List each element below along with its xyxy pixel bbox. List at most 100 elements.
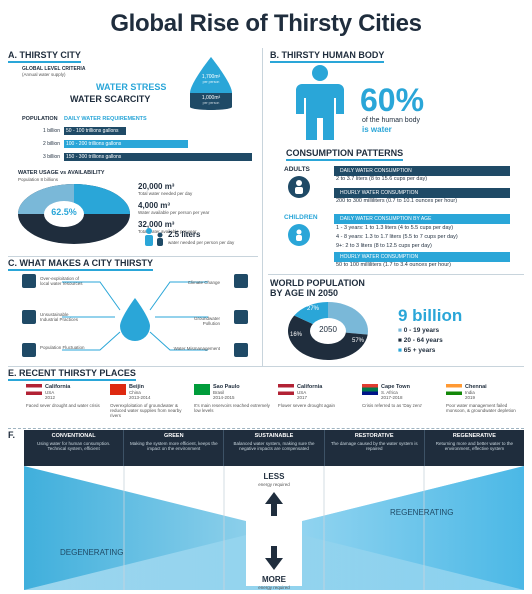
requirement-bar (64, 152, 252, 161)
cause-right: Water Mismanagement (173, 346, 220, 351)
adult-hourly-pill: HOURLY WATER CONSUMPTION (334, 188, 510, 198)
water-drop-icon (190, 57, 232, 110)
requirement-text: 150 - 300 trillions gallons (66, 153, 122, 160)
requirement-bar (64, 139, 189, 148)
degenerating-label: DEGENERATING (60, 548, 124, 557)
body-percent-line2: is water (362, 125, 392, 134)
criteria-subtitle: (Annual water supply) (22, 72, 66, 77)
column-header: CONVENTIONAL Using water for human consum… (24, 430, 125, 466)
section-a-heading: A. THIRSTY CITY (8, 50, 81, 63)
water-scarcity-label: WATER SCARCITY (70, 94, 151, 104)
climate-icon (234, 274, 248, 288)
adults-label: ADULTS (284, 166, 310, 173)
place-item: Sao Paulo Brasil 2014-2015 It's main reser… (194, 384, 274, 418)
legend-item: ■ 20 - 64 years (398, 337, 443, 344)
place-desc: It's main reservoirs reached extremely l… (194, 403, 270, 413)
stat-item: 32,000 m³ Total water available per year (138, 220, 209, 234)
page-title: Global Rise of Thirsty Cities (110, 10, 422, 37)
drop-bottom-value: 1,000m³ (201, 95, 221, 101)
d-heading-line: WORLD POPULATION (270, 278, 365, 288)
stat-value: 4,000 m³ (138, 201, 171, 210)
population-row: 2 billion 100 - 200 trillions gallons (22, 137, 252, 150)
child-line: 9+: 2 to 3 liters (8 to 12.5 cups per da… (336, 243, 432, 249)
column-divider (262, 48, 263, 366)
population-row: 1 billion 50 - 100 trillions gallons (22, 124, 252, 137)
body-percent-line1: of the human body (362, 117, 420, 124)
column-header: RESTORATIVE The damage caused by the wate… (324, 430, 425, 466)
divider (8, 366, 524, 367)
population-label: POPULATION (22, 116, 58, 122)
requirement-text: 50 - 100 trillions gallons (66, 127, 119, 134)
more-label: MORE (262, 575, 286, 584)
south-africa-flag-icon (362, 384, 378, 395)
human-body-icon (296, 65, 344, 140)
stat-label: Total water available per year (138, 229, 197, 234)
family-icon (145, 228, 163, 246)
over-exploitation-icon (22, 274, 36, 288)
pollution-icon (234, 310, 248, 324)
brazil-flag-icon (194, 384, 210, 395)
column-header: SUSTAINABLE Balanced water system, making… (224, 430, 325, 466)
place-desc: Flower severe drought again (278, 403, 336, 408)
place-item: Beijin China 2013-2014 Overexploitation of… (110, 384, 190, 418)
center-drop-icon (120, 298, 150, 341)
cause-right: Groundwater Pollution (193, 316, 220, 326)
place-desc: Faced sever drought and water crisis (26, 403, 100, 408)
cause-right: Climate Change (187, 280, 220, 285)
arrow-down-icon (265, 546, 283, 570)
divider (8, 256, 258, 257)
drop-bottom-sub: per person (202, 101, 220, 105)
usage-subtitle: Population 8 billions (18, 177, 59, 182)
column-header: GREEN Making the system more efficient, k… (124, 430, 225, 466)
divider (8, 428, 524, 429)
section-d-heading: WORLD POPULATION BY AGE IN 2050 (270, 278, 365, 298)
liters-sub: water needed per person per day (168, 240, 235, 245)
place-desc: Crisis referred to as 'Day zero' (362, 403, 423, 408)
child-line: 4 - 8 years: 1.3 to 1.7 liters (5.5 to 7… (336, 234, 458, 240)
section-f-heading: F. (8, 430, 16, 440)
liters-value: 2.5 liters (168, 230, 201, 239)
child-hourly-pill: HOURLY WATER CONSUMPTION (334, 252, 510, 262)
daily-label: DAILY WATER REQUIREMENTS (64, 116, 147, 122)
slice-label: 57% (352, 338, 365, 344)
place-item: Chennai India 2019 Poor water management f… (446, 384, 526, 418)
population-value: 2 billion (43, 140, 60, 147)
place-item: California USA 2017 Flower severe drought … (278, 384, 358, 418)
stat-label: Water available per person per year (138, 210, 210, 215)
population-donut (288, 302, 368, 360)
usage-title: WATER USAGE vs AVAILABILITY (18, 170, 105, 176)
thirsty-causes-diagram (22, 274, 248, 357)
adult-daily-line: 2 to 3.7 liters (8 to 15.6 cups per day) (336, 176, 428, 182)
mismanagement-icon (234, 343, 248, 357)
divider (268, 274, 524, 275)
cause-left: Over-exploitation of local water resourc… (40, 276, 83, 286)
population-value: 1 billion (43, 127, 60, 134)
donut-available-slice (74, 184, 130, 214)
places-row: California USA 2012 Faced sever drought an… (26, 384, 526, 418)
place-item: California USA 2012 Faced sever drought an… (26, 384, 106, 418)
china-flag-icon (110, 384, 126, 395)
adult-hourly-line: 200 to 300 milliliters (0.7 to 10.1 ounc… (336, 198, 458, 204)
less-label: LESS (263, 472, 285, 481)
population-value: 3 billion (43, 153, 60, 160)
donut-value: 62.5% (51, 207, 77, 217)
more-sub: energy required (258, 585, 290, 590)
age-legend: ■ 0 - 19 years ■ 20 - 64 years ■ 65 + ye… (398, 326, 443, 356)
legend-item: ■ 65 + years (398, 347, 436, 354)
regeneration-spectrum (24, 466, 524, 590)
child-daily-pill: DAILY WATER CONSUMPTION BY AGE (334, 214, 510, 224)
children-label: CHILDREN (284, 214, 318, 221)
drop-top-sub: per person (202, 80, 220, 84)
industry-icon (22, 310, 36, 324)
legend-item: ■ 0 - 19 years (398, 327, 440, 334)
drop-top-value: 1,700m³ (201, 74, 221, 80)
stat-item: 4,000 m³ Water available per person per … (138, 201, 209, 215)
slice-label: 27% (307, 306, 320, 312)
adult-daily-pill: DAILY WATER CONSUMPTION (334, 166, 510, 176)
section-b-heading: B. THIRSTY HUMAN BODY (270, 50, 385, 63)
place-item: Cape Town S. Africa 2017-2018 Crisis refer… (362, 384, 442, 418)
column-header: REGENERATIVE Returning more and better wa… (424, 430, 525, 466)
child-hourly-line: 50 to 100 milliliters (1.7 to 3.4 ounces… (336, 262, 451, 268)
usa-flag-icon (26, 384, 42, 395)
adult-icon (288, 176, 310, 198)
